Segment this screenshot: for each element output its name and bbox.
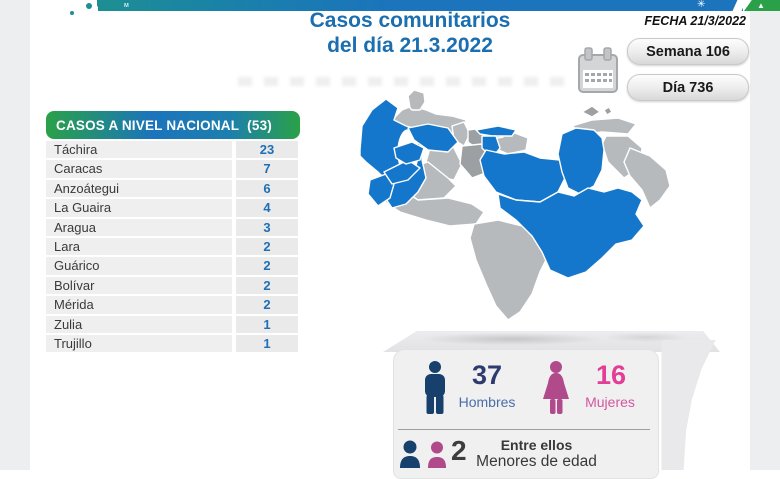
column-gap <box>232 257 236 275</box>
minors-label-line2: Menores de edad <box>476 453 597 470</box>
state-case-count: 23 <box>236 141 298 159</box>
page-title-line2: del día 21.3.2022 <box>327 34 493 57</box>
map-state-delta-amacuro <box>623 147 671 209</box>
state-case-count: 1 <box>236 334 298 353</box>
venezuela-map <box>359 89 671 321</box>
two-children-icon <box>400 440 446 468</box>
minors-label-line1: Entre ellos <box>500 437 573 453</box>
column-gap <box>232 296 236 314</box>
table-row: Guárico 2 <box>46 257 300 275</box>
table-row: Caracas 7 <box>46 160 300 178</box>
state-case-count: 1 <box>236 315 298 333</box>
logo-mark-icon: ᴍ <box>124 2 130 9</box>
table-row: Zulia 1 <box>46 315 300 333</box>
women-count: 16 <box>595 360 627 390</box>
state-case-count: 4 <box>236 199 298 217</box>
panel-divider <box>398 429 650 430</box>
map-state-zulia <box>359 98 427 209</box>
women-label: Mujeres <box>585 394 635 410</box>
week-badge: Semana 106 <box>627 38 749 65</box>
decor-dot <box>86 3 92 9</box>
state-name: Mérida <box>46 296 232 314</box>
watermark-remnant <box>238 77 568 86</box>
state-case-count: 2 <box>236 237 298 256</box>
table-header-label: CASOS A NIVEL NACIONAL <box>56 117 240 133</box>
state-name: Bolívar <box>46 276 232 295</box>
map-state-anzoategui <box>557 127 605 195</box>
map-island-small <box>603 106 613 116</box>
map-island-nueva-esparta <box>581 105 601 118</box>
table-row: Bolívar 2 <box>46 276 300 295</box>
column-gap <box>232 218 236 236</box>
state-name: Anzoátegui <box>46 179 232 198</box>
male-person-icon <box>425 361 445 414</box>
state-name: Táchira <box>46 141 232 159</box>
female-person-icon <box>543 361 569 414</box>
state-case-count: 7 <box>236 160 298 178</box>
column-gap <box>232 179 236 198</box>
table-row: Aragua 3 <box>46 218 300 236</box>
column-gap <box>232 315 236 333</box>
column-gap <box>232 237 236 256</box>
decor-blob <box>97 0 121 9</box>
table-row: Lara 2 <box>46 237 300 256</box>
men-count: 37 <box>471 360 503 390</box>
table-row: Táchira 23 <box>46 141 300 159</box>
column-gap <box>232 160 236 178</box>
gender-stats-panel: 37 Hombres 16 Mujeres 2 Entre ellos Meno… <box>393 349 659 479</box>
state-case-count: 3 <box>236 218 298 236</box>
state-case-count: 2 <box>236 276 298 295</box>
table-row: Trujillo 1 <box>46 334 300 353</box>
column-gap <box>232 141 236 159</box>
decor-dot <box>70 11 74 15</box>
map-state-bolivar <box>497 187 645 279</box>
table-header: CASOS A NIVEL NACIONAL (53) <box>46 111 300 139</box>
left-margin <box>0 0 30 470</box>
state-case-count: 2 <box>236 296 298 314</box>
map-state-paraguana <box>407 89 426 111</box>
table-header-count: (53) <box>247 117 272 133</box>
header-gradient-bar <box>98 0 743 11</box>
map-state-trujillo <box>393 141 425 165</box>
men-label: Hombres <box>458 394 516 410</box>
flask-icon: ▲ <box>757 1 765 10</box>
right-margin <box>750 0 780 470</box>
minors-count: 2 <box>451 435 467 466</box>
table-row: Mérida 2 <box>46 296 300 314</box>
map-state-la-guaira <box>475 125 517 137</box>
state-name: La Guaira <box>46 199 232 217</box>
state-name: Guárico <box>46 257 232 275</box>
column-gap <box>232 334 236 353</box>
state-case-count: 6 <box>236 179 298 198</box>
page-curl-decoration <box>661 340 716 470</box>
state-name: Zulia <box>46 315 232 333</box>
table-row: Anzoátegui 6 <box>46 179 300 198</box>
cases-table: Táchira 23 Caracas 7 Anzoátegui 6 La Gua… <box>46 141 300 354</box>
state-name: Aragua <box>46 218 232 236</box>
day-badge: Día 736 <box>627 74 749 101</box>
state-name: Caracas <box>46 160 232 178</box>
state-case-count: 2 <box>236 257 298 275</box>
state-name: Lara <box>46 237 232 256</box>
calendar-icon <box>578 47 618 93</box>
state-name: Trujillo <box>46 334 232 353</box>
page-title-line1: Casos comunitarios <box>309 9 511 32</box>
column-gap <box>232 199 236 217</box>
column-gap <box>232 276 236 295</box>
date-label: FECHA 21/3/2022 <box>644 14 746 28</box>
map-state-lara <box>407 123 459 153</box>
virus-icon: ✳ <box>697 0 706 10</box>
header-bar-green-wedge <box>744 0 780 11</box>
table-row: La Guaira 4 <box>46 199 300 217</box>
map-platform-shadow <box>383 331 720 352</box>
page-title: Casos comunitarios del día 21.3.2022 <box>240 8 580 58</box>
